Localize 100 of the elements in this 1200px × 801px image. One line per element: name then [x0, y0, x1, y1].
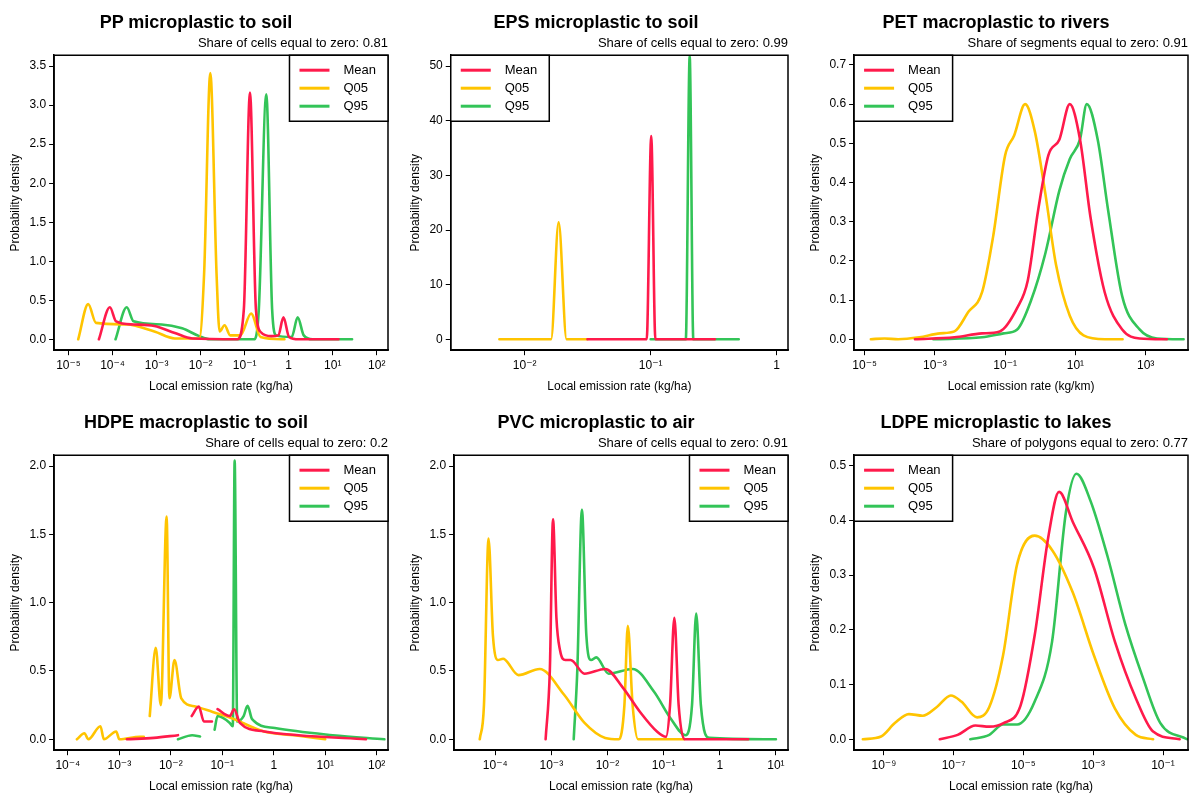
- legend-label: Q05: [743, 479, 769, 495]
- legend-label: Q05: [908, 479, 933, 495]
- legend-label: Mean: [908, 61, 941, 77]
- legend-label: Mean: [343, 461, 377, 477]
- y-tick-label: 0.3: [829, 214, 847, 229]
- y-tick-label: 0.5: [429, 663, 447, 678]
- y-axis-title: Probability density: [7, 554, 22, 652]
- legend-label: Q95: [908, 97, 933, 113]
- y-tick-label: 2.0: [29, 175, 47, 190]
- x-axis-title: Local emission rate (kg/km): [947, 379, 1095, 394]
- y-tick-label: 30: [429, 167, 444, 182]
- y-tick-label: 0.5: [29, 292, 47, 307]
- x-tick-label: 10²: [368, 357, 386, 372]
- y-tick-label: 0.5: [829, 457, 847, 472]
- x-tick-label: 10⁻¹: [232, 357, 257, 372]
- y-tick-label: 0.5: [829, 135, 847, 150]
- y-tick-label: 40: [429, 113, 444, 128]
- x-tick-label: 10⁻³: [539, 757, 564, 772]
- legend-label: Q05: [343, 79, 369, 95]
- chart-title: HDPE macroplastic to soil: [83, 411, 309, 432]
- chart-title: EPS microplastic to soil: [493, 11, 699, 32]
- legend-label: Q95: [343, 97, 369, 113]
- x-tick-label: 10⁻³: [923, 357, 947, 372]
- chart-subtitle: Share of polygons equal to zero: 0.77: [971, 434, 1188, 450]
- x-tick-label: 1: [716, 757, 724, 772]
- x-tick-label: 10⁻⁴: [55, 757, 81, 772]
- x-tick-label: 10¹: [316, 757, 334, 772]
- chart-title: PP microplastic to soil: [99, 11, 293, 32]
- x-tick-label: 10⁻³: [1081, 757, 1106, 772]
- y-tick-label: 0.0: [829, 331, 847, 346]
- y-tick-label: 1.0: [29, 595, 47, 610]
- y-tick-label: 50: [429, 58, 444, 73]
- chart-title: PVC microplastic to air: [497, 411, 695, 432]
- y-tick-label: 0.0: [829, 731, 847, 746]
- y-tick-label: 0.4: [829, 174, 847, 189]
- x-tick-label: 1: [773, 357, 781, 372]
- x-tick-label: 10⁻⁴: [100, 357, 125, 372]
- x-tick-label: 10⁻²: [158, 757, 183, 772]
- x-tick-label: 10⁻³: [107, 757, 132, 772]
- x-tick-label: 10³: [1137, 357, 1155, 372]
- chart-subtitle: Share of cells equal to zero: 0.81: [197, 34, 388, 50]
- y-tick-label: 1.5: [29, 526, 47, 541]
- x-tick-label: 10⁻³: [144, 357, 169, 372]
- x-tick-label: 10⁻²: [595, 757, 620, 772]
- y-axis-title: Probability density: [807, 554, 822, 652]
- y-tick-label: 0.0: [29, 731, 47, 746]
- y-axis-title: Probability density: [407, 154, 422, 252]
- x-tick-label: 10⁻⁷: [941, 757, 966, 772]
- y-tick-label: 0.0: [29, 331, 47, 346]
- chart-subtitle: Share of cells equal to zero: 0.2: [205, 434, 388, 450]
- chart-subtitle: Share of segments equal to zero: 0.91: [967, 34, 1188, 50]
- y-tick-label: 3.5: [29, 58, 47, 73]
- x-tick-label: 10⁻²: [188, 357, 213, 372]
- y-tick-label: 0.1: [829, 676, 847, 691]
- x-tick-label: 10⁻⁵: [1011, 757, 1036, 772]
- x-tick-label: 10⁻¹: [651, 757, 676, 772]
- y-tick-label: 3.0: [29, 97, 47, 112]
- y-tick-label: 0.2: [829, 622, 847, 637]
- y-tick-label: 0.3: [829, 567, 847, 582]
- y-tick-label: 0: [436, 331, 444, 346]
- y-tick-label: 0.2: [829, 253, 847, 268]
- y-tick-label: 0.0: [429, 731, 447, 746]
- x-tick-label: 10⁻²: [512, 357, 537, 372]
- x-tick-label: 10⁻¹: [993, 357, 1018, 372]
- x-tick-label: 10²: [368, 757, 386, 772]
- x-axis-title: Local emission rate (kg/ha): [149, 779, 294, 794]
- legend-label: Mean: [908, 461, 941, 477]
- legend-label: Q95: [343, 497, 369, 513]
- chart-title: LDPE microplastic to lakes: [880, 411, 1112, 432]
- x-axis-title: Local emission rate (kg/ha): [949, 779, 1094, 794]
- y-tick-label: 1.5: [29, 214, 47, 229]
- y-tick-label: 0.6: [829, 96, 847, 111]
- chart-title: PET macroplastic to rivers: [882, 11, 1110, 32]
- y-tick-label: 2.0: [429, 458, 447, 473]
- x-tick-label: 10⁻¹: [638, 357, 663, 372]
- legend-label: Q05: [504, 79, 530, 95]
- legend-label: Q05: [343, 479, 369, 495]
- y-tick-label: 10: [429, 276, 444, 291]
- x-tick-label: 10⁻¹: [1151, 757, 1175, 772]
- x-tick-label: 1: [285, 357, 293, 372]
- y-axis-title: Probability density: [807, 154, 822, 252]
- y-tick-label: 0.5: [29, 663, 47, 678]
- x-tick-label: 10⁻⁵: [56, 357, 81, 372]
- x-tick-label: 10¹: [1066, 357, 1085, 372]
- legend-label: Q95: [743, 497, 769, 513]
- x-tick-label: 10⁻⁴: [482, 757, 508, 772]
- chart-subtitle: Share of cells equal to zero: 0.99: [597, 34, 788, 50]
- legend-label: Mean: [743, 461, 777, 477]
- x-axis-title: Local emission rate (kg/ha): [549, 779, 694, 794]
- x-tick-label: 10⁻⁹: [871, 757, 897, 772]
- y-tick-label: 0.7: [829, 57, 847, 72]
- y-axis-title: Probability density: [407, 554, 422, 652]
- y-tick-label: 20: [429, 222, 444, 237]
- x-tick-label: 1: [270, 757, 278, 772]
- y-tick-label: 1.5: [429, 526, 447, 541]
- legend-label: Mean: [504, 61, 538, 77]
- x-tick-label: 10¹: [324, 357, 342, 372]
- y-tick-label: 1.0: [29, 253, 47, 268]
- x-axis-title: Local emission rate (kg/ha): [149, 379, 294, 394]
- x-tick-label: 10⁻¹: [210, 757, 235, 772]
